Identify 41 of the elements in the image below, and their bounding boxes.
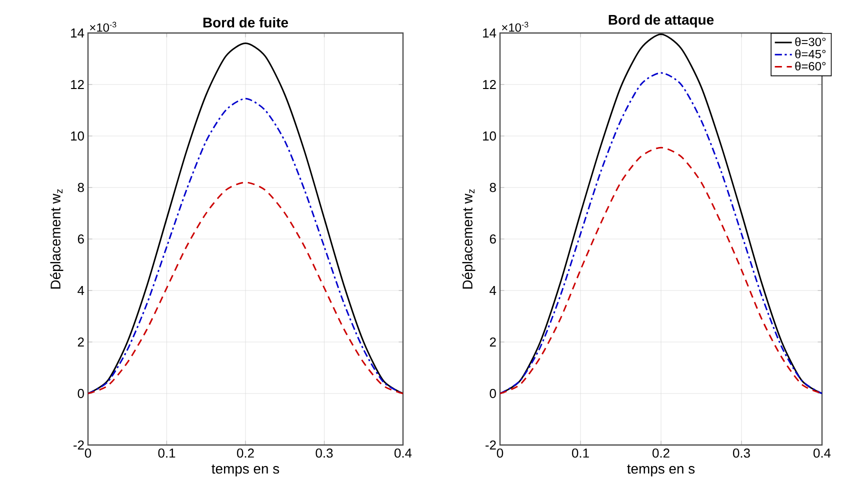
chart-title: Bord de fuite [203,17,288,28]
y-axis-title: Déplacement w$_{z}$ [462,189,476,289]
y-tick-label: -2 [74,440,84,450]
x-axis-title: temps en s [627,464,695,476]
y-tick-label: 10 [71,131,84,141]
x-tick-label: 0.2 [237,448,254,458]
y-tick-label: -2 [486,440,496,450]
x-tick-label: 0 [496,448,504,458]
x-tick-label: 0.4 [394,448,412,458]
y-tick-label: 2 [490,337,496,347]
x-tick-label: 0.1 [158,448,176,458]
x-tick-label: 0.3 [733,448,750,458]
y-tick-label: 6 [490,234,496,244]
y-tick-label: 0 [78,388,84,398]
legend-label: θ=45° [795,50,826,58]
y-tick-label: 6 [78,234,84,244]
y-tick-label: 10 [483,131,496,141]
y-tick-label: 8 [490,182,496,192]
text: ×10$^{-3}$ [90,22,116,32]
y-tick-label: 14 [483,28,496,38]
x-tick-label: 0.2 [652,448,670,458]
x-tick-label: 0.3 [316,448,333,458]
y-tick-label: 2 [78,337,84,347]
text: ×10$^{-3}$ [502,22,528,32]
x-tick-label: 0.1 [572,448,589,458]
legend-label: θ=30° [795,37,826,46]
x-axis-title: temps en s [212,464,280,476]
chart-title: Bord de attaque [608,14,714,28]
y-tick-label: 4 [490,286,496,295]
y-axis-title: Déplacement w$_{z}$ [50,189,64,289]
y-tick-label: 12 [483,80,496,90]
x-tick-label: 0.4 [814,448,831,458]
y-tick-label: 8 [78,182,84,192]
y-tick-label: 14 [71,28,84,38]
line-series [88,98,404,394]
x-tick-label: 0 [84,448,92,458]
legend-label: θ=60° [795,62,826,70]
y-tick-label: 4 [78,286,84,295]
y-tick-label: 12 [71,80,84,90]
line-series [88,182,404,394]
y-tick-label: 0 [490,388,496,398]
